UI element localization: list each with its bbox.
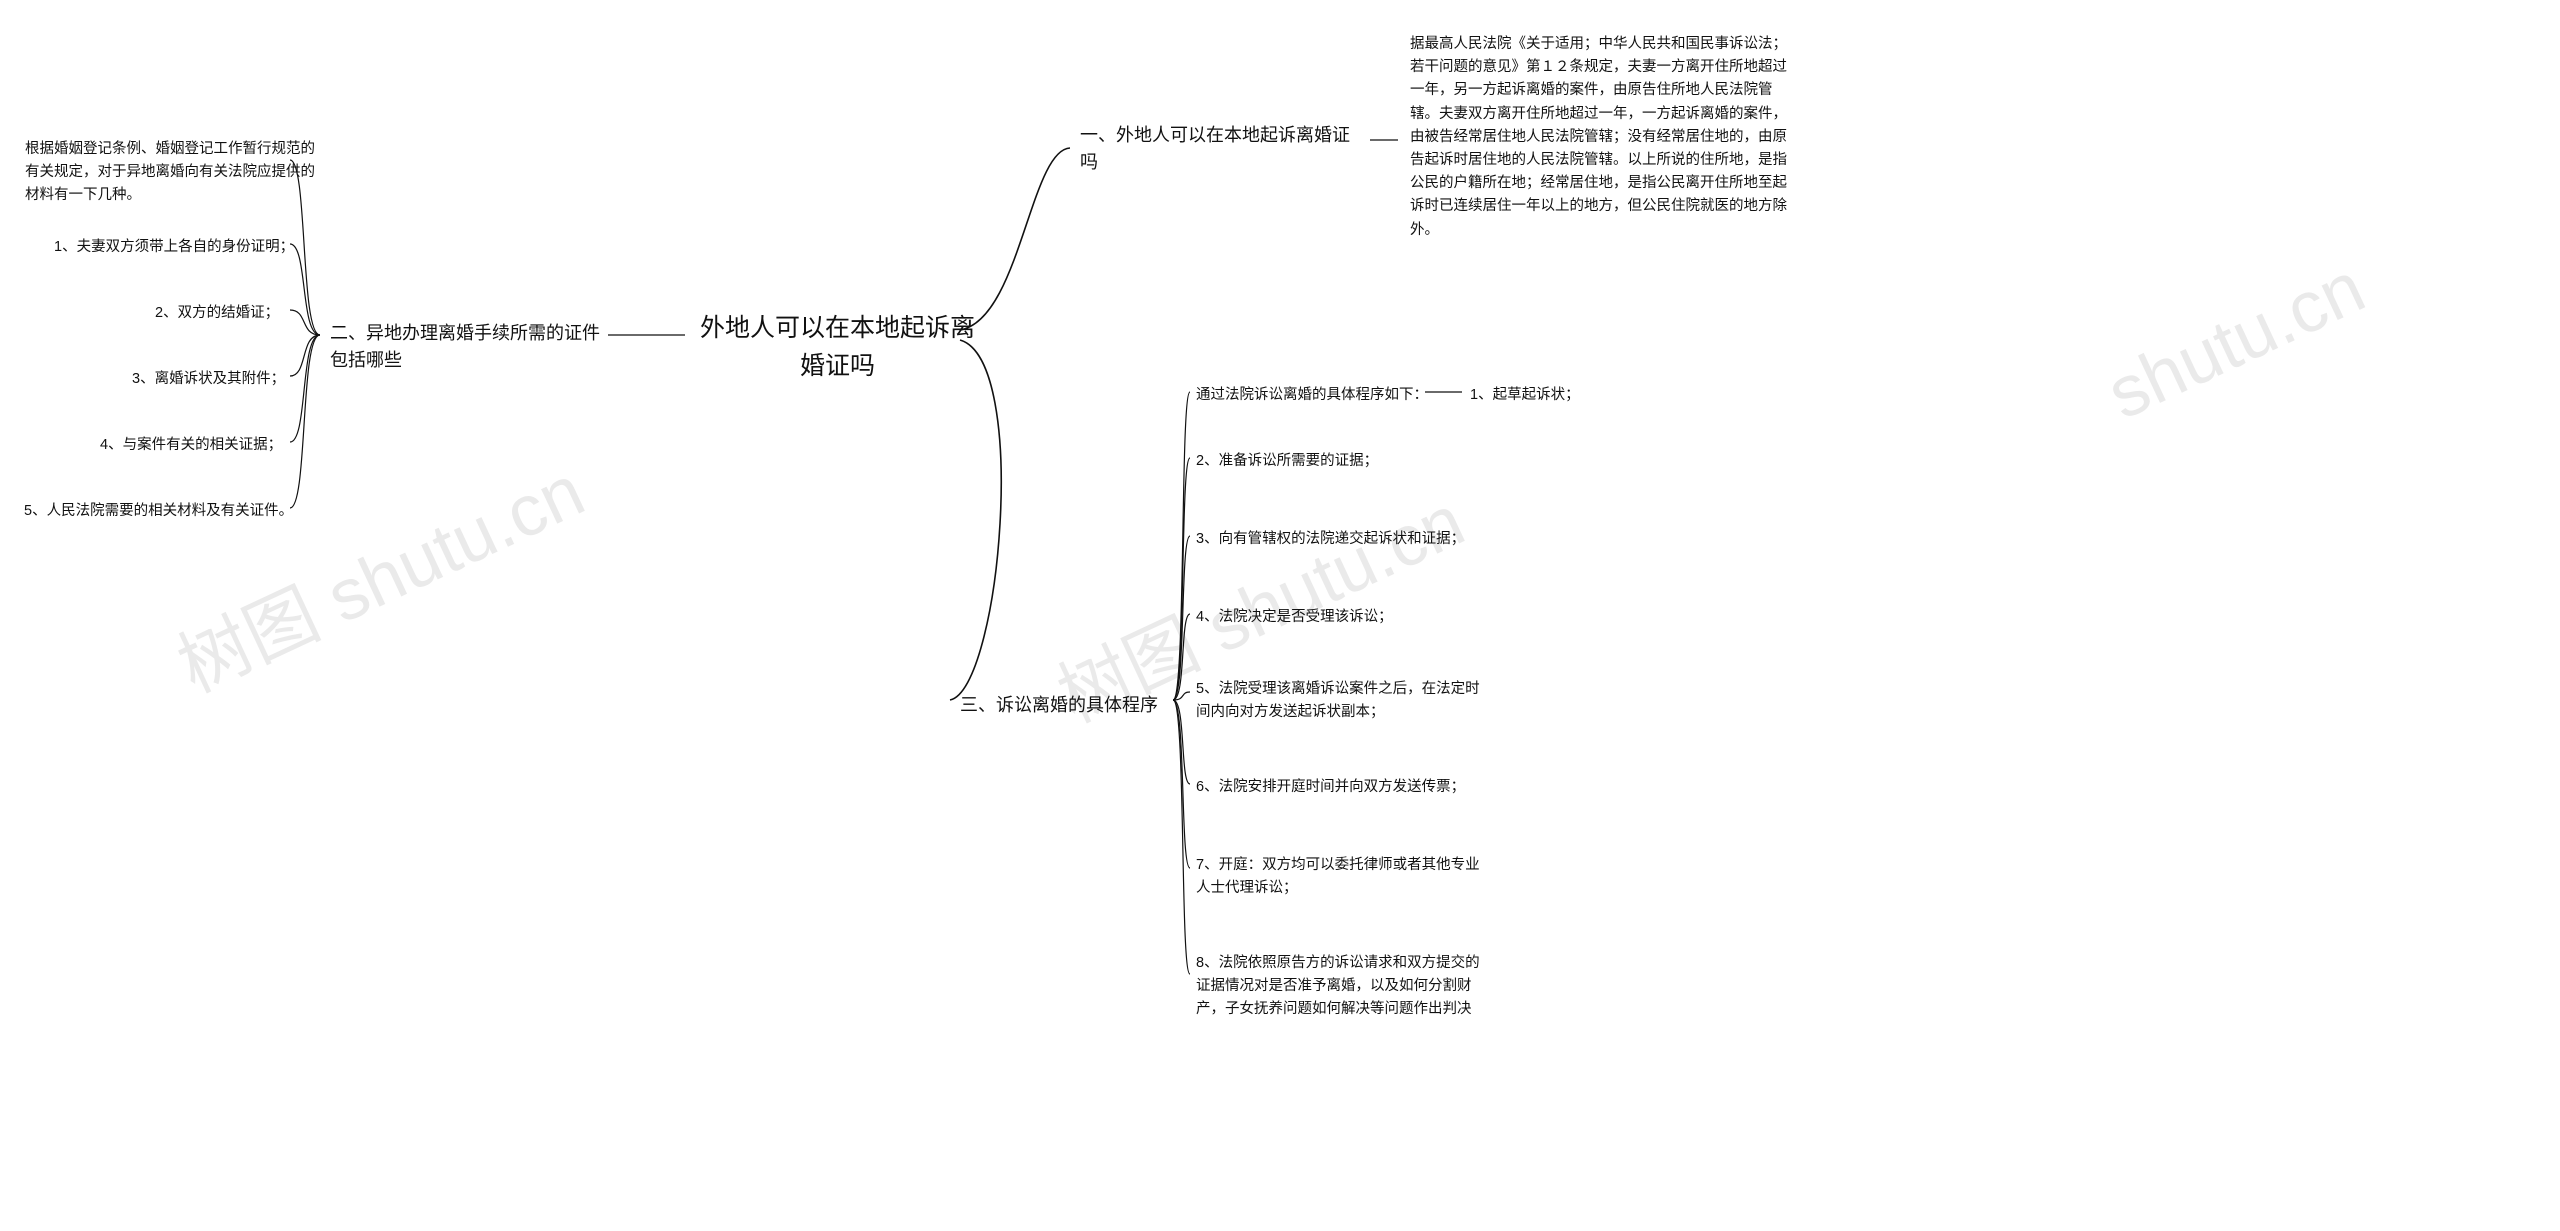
watermark: 树图 shutu.cn [158,433,598,713]
branch-one-detail: 据最高人民法院《关于适用；中华人民共和国民事诉讼法；若干问题的意见》第１２条规定… [1410,33,1790,242]
center-node: 外地人可以在本地起诉离 婚证吗 [700,310,975,385]
mindmap-canvas: 树图 shutu.cn 树图 shutu.cn shutu.cn 外地人可以在本… [0,0,2560,1231]
watermark: shutu.cn [2095,246,2376,435]
branch-two-child-3: 3、离婚诉状及其附件； [132,368,285,391]
branch-one-title: 一、外地人可以在本地起诉离婚证吗 [1080,122,1360,176]
branch-three-child-6: 8、法院依照原告方的诉讼请求和双方提交的证据情况对是否准予离婚，以及如何分割财产… [1196,952,1486,1022]
branch-two-child-5: 5、人民法院需要的相关材料及有关证件。 [24,500,293,523]
branch-two-child-4: 4、与案件有关的相关证据； [100,434,282,457]
branch-three-child-1: 3、向有管辖权的法院递交起诉状和证据； [1196,528,1465,551]
branch-three-child-3: 5、法院受理该离婚诉讼案件之后，在法定时间内向对方发送起诉状副本； [1196,678,1486,724]
branch-three-intro: 通过法院诉讼离婚的具体程序如下： [1196,384,1428,407]
branch-three-child-2: 4、法院决定是否受理该诉讼； [1196,606,1393,629]
branch-two-title: 二、异地办理离婚手续所需的证件包括哪些 [330,320,600,374]
branch-three-child-5: 7、开庭：双方均可以委托律师或者其他专业人士代理诉讼； [1196,854,1486,900]
branch-two-child-0: 根据婚姻登记条例、婚姻登记工作暂行规范的有关规定，对于异地离婚向有关法院应提供的… [25,138,315,208]
branch-three-intro-child: 1、起草起诉状； [1470,384,1580,407]
branch-three-child-4: 6、法院安排开庭时间并向双方发送传票； [1196,776,1465,799]
center-line1: 外地人可以在本地起诉离 [700,310,975,348]
branch-three-title: 三、诉讼离婚的具体程序 [960,692,1158,719]
branch-two-child-1: 1、夫妻双方须带上各自的身份证明； [54,236,294,259]
center-line2: 婚证吗 [700,348,975,386]
branch-two-child-2: 2、双方的结婚证； [155,302,279,325]
branch-three-child-0: 2、准备诉讼所需要的证据； [1196,450,1378,473]
